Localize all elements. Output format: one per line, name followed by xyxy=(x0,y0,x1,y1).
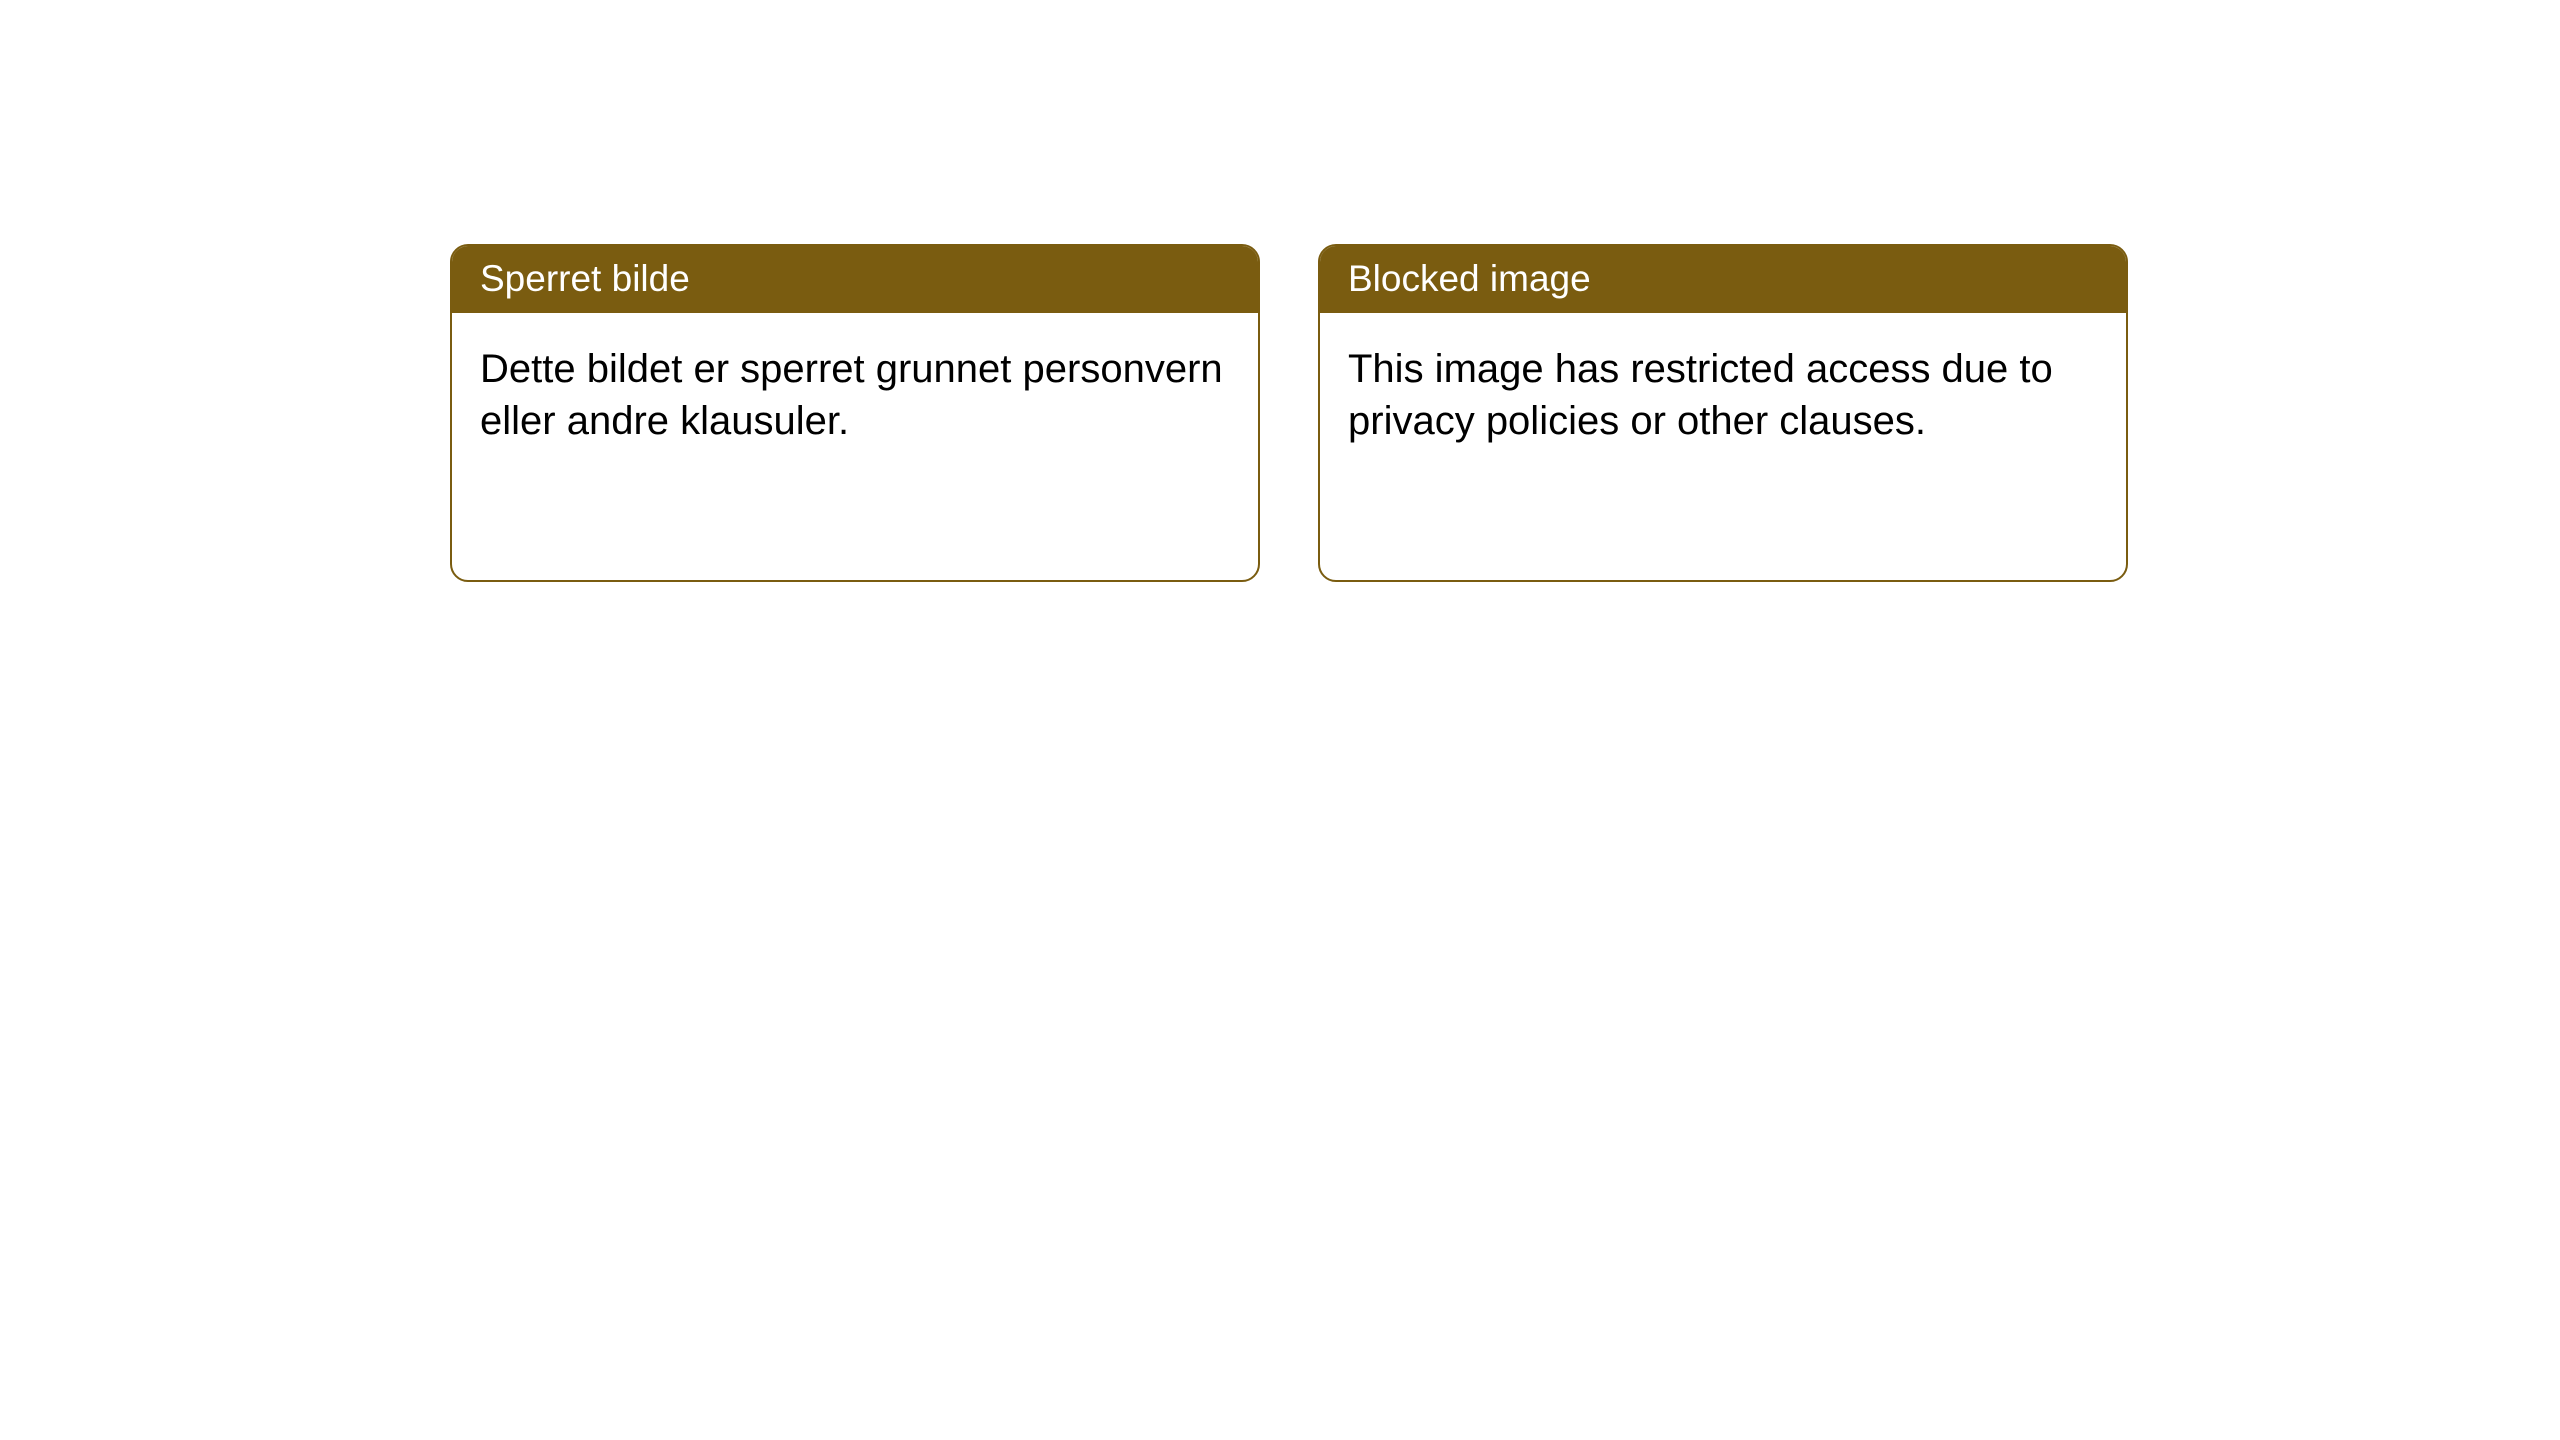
notice-header: Blocked image xyxy=(1320,246,2126,313)
notice-card-english: Blocked image This image has restricted … xyxy=(1318,244,2128,582)
notice-title: Sperret bilde xyxy=(480,258,690,299)
notice-body: Dette bildet er sperret grunnet personve… xyxy=(452,313,1258,477)
notice-header: Sperret bilde xyxy=(452,246,1258,313)
notices-container: Sperret bilde Dette bildet er sperret gr… xyxy=(0,0,2560,582)
notice-body: This image has restricted access due to … xyxy=(1320,313,2126,477)
notice-body-text: Dette bildet er sperret grunnet personve… xyxy=(480,347,1223,443)
notice-title: Blocked image xyxy=(1348,258,1591,299)
notice-body-text: This image has restricted access due to … xyxy=(1348,347,2053,443)
notice-card-norwegian: Sperret bilde Dette bildet er sperret gr… xyxy=(450,244,1260,582)
